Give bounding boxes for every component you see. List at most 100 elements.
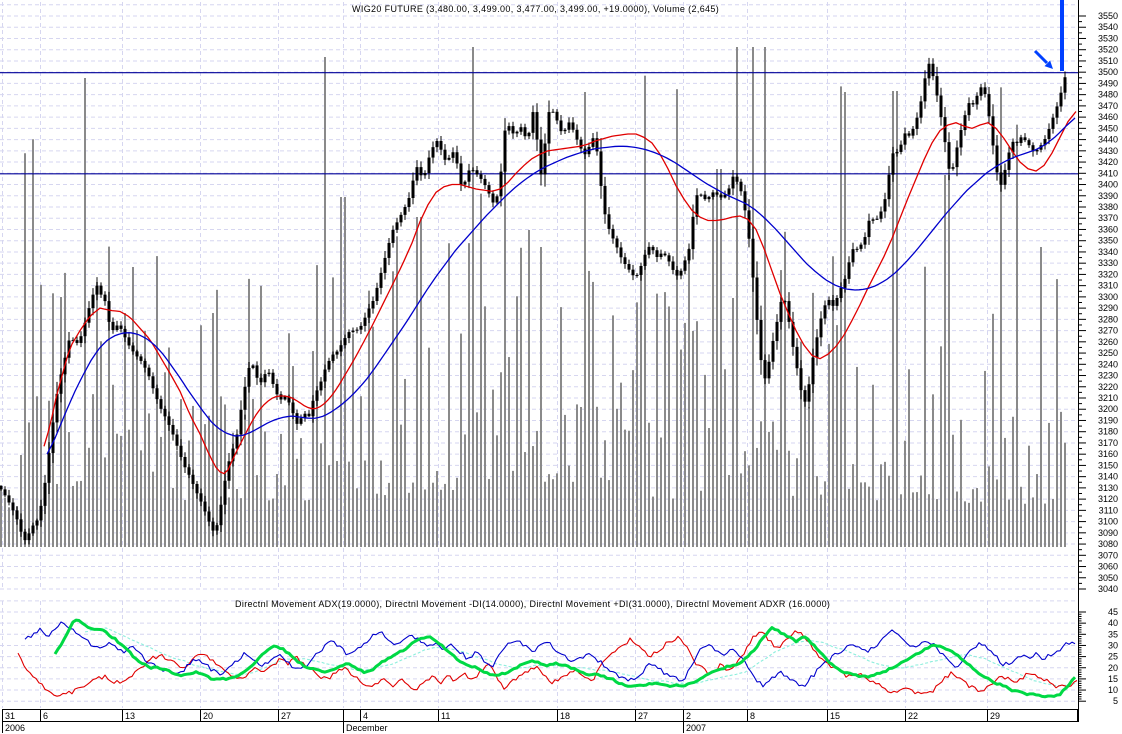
volume-bar bbox=[272, 498, 274, 547]
candle-body bbox=[335, 351, 339, 355]
ma-fast-line bbox=[43, 111, 1077, 475]
ma-fast bbox=[43, 111, 1077, 475]
candle-body bbox=[927, 63, 931, 79]
candle-body bbox=[799, 368, 803, 391]
candle-body bbox=[951, 167, 955, 169]
price-tick-label: 3120 bbox=[1098, 494, 1118, 504]
price-tick-label: 3200 bbox=[1098, 404, 1118, 414]
week-label: 29 bbox=[990, 711, 1000, 721]
volume-bar bbox=[28, 422, 30, 547]
volume-bar bbox=[184, 500, 186, 547]
candle-body bbox=[531, 112, 535, 133]
candle-body bbox=[359, 325, 363, 330]
volume-bar bbox=[340, 197, 342, 547]
volume-bar bbox=[624, 429, 626, 547]
candle-body bbox=[771, 340, 775, 362]
candle-body bbox=[363, 317, 367, 326]
volume-bar bbox=[716, 169, 718, 547]
candle-body bbox=[487, 185, 491, 194]
volume-bar bbox=[244, 414, 246, 547]
price-tick-label: 3100 bbox=[1098, 517, 1118, 527]
candle-body bbox=[395, 222, 399, 230]
candle-body bbox=[843, 278, 847, 288]
price-tick-label: 3040 bbox=[1098, 584, 1118, 594]
price-tick-label: 3340 bbox=[1098, 247, 1118, 257]
volume-bar bbox=[888, 475, 890, 547]
volume-bar bbox=[696, 321, 698, 547]
price-tick-label: 3410 bbox=[1098, 168, 1118, 178]
volume-bar bbox=[540, 247, 542, 547]
volume-bar bbox=[988, 466, 990, 547]
volume-bar bbox=[388, 482, 390, 547]
candle-body bbox=[343, 338, 347, 346]
volume-bar bbox=[964, 501, 966, 547]
candle-body bbox=[159, 399, 163, 409]
volume-bar bbox=[416, 217, 418, 547]
candle-body bbox=[763, 360, 767, 379]
candle-body bbox=[731, 176, 735, 189]
candle-body bbox=[455, 152, 459, 164]
candle-body bbox=[71, 340, 75, 342]
candle-body bbox=[323, 369, 327, 382]
candle-body bbox=[179, 445, 183, 457]
candle-body bbox=[1003, 169, 1007, 185]
volume-bar bbox=[216, 289, 218, 547]
volume-bar bbox=[800, 341, 802, 547]
candle-body bbox=[399, 214, 403, 223]
week-label: 22 bbox=[908, 711, 918, 721]
candle-body bbox=[283, 396, 287, 400]
candle-body bbox=[475, 170, 479, 175]
volume-bar bbox=[44, 499, 46, 547]
volume-bar bbox=[940, 346, 942, 547]
volume-bar bbox=[724, 369, 726, 547]
candle-body bbox=[175, 434, 179, 446]
price-panel: WIG20 FUTURE (3,480.00, 3,499.00, 3,477.… bbox=[0, 0, 1078, 590]
candle-body bbox=[767, 361, 771, 379]
price-tick-label: 3050 bbox=[1098, 573, 1118, 583]
week-label: 4 bbox=[363, 711, 368, 721]
volume-bar bbox=[776, 449, 778, 547]
volume-bar bbox=[552, 479, 554, 547]
week-label: 2 bbox=[686, 711, 691, 721]
candle-body bbox=[3, 489, 7, 496]
candle-body bbox=[275, 383, 279, 395]
candle-body bbox=[967, 103, 971, 116]
volume-bar bbox=[1052, 499, 1054, 547]
candle-body bbox=[183, 456, 187, 468]
candle-body bbox=[543, 143, 547, 175]
volume-bar bbox=[840, 86, 842, 548]
candle-body bbox=[991, 116, 995, 146]
volume-bar bbox=[292, 366, 294, 547]
volume-bar bbox=[756, 447, 758, 547]
candle-body bbox=[711, 192, 715, 197]
arrow-down-right-icon[interactable] bbox=[1033, 49, 1053, 69]
candle-body bbox=[983, 87, 987, 95]
candle-body bbox=[635, 274, 639, 276]
volume-bar bbox=[976, 488, 978, 547]
trend-annotation[interactable] bbox=[1033, 0, 1064, 71]
price-tick-label: 3190 bbox=[1098, 415, 1118, 425]
candle-body bbox=[403, 207, 407, 215]
candle-body bbox=[651, 246, 655, 251]
volume-bar bbox=[460, 333, 462, 547]
volume-bar bbox=[900, 494, 902, 547]
candle-body bbox=[835, 298, 839, 306]
candle-body bbox=[955, 147, 959, 168]
price-tick-label: 3330 bbox=[1098, 258, 1118, 268]
volume-bar bbox=[128, 429, 130, 547]
price-y-axis: 3040305030603070308030903100311031203130… bbox=[1078, 0, 1118, 722]
volume-bar bbox=[312, 351, 314, 547]
candle-body bbox=[839, 287, 843, 299]
volume-bar bbox=[1024, 503, 1026, 547]
candle-body bbox=[1023, 137, 1027, 141]
price-tick-label: 3390 bbox=[1098, 191, 1118, 201]
week-label: 18 bbox=[560, 711, 570, 721]
candle-body bbox=[863, 237, 867, 245]
indicator-tick-label: 20 bbox=[1108, 663, 1118, 673]
candle-body bbox=[619, 247, 623, 258]
volume-bar bbox=[912, 492, 914, 547]
candle-body bbox=[947, 142, 951, 169]
volume-bar bbox=[1004, 437, 1006, 547]
volume-bar bbox=[572, 481, 574, 547]
candle-body bbox=[483, 178, 487, 186]
